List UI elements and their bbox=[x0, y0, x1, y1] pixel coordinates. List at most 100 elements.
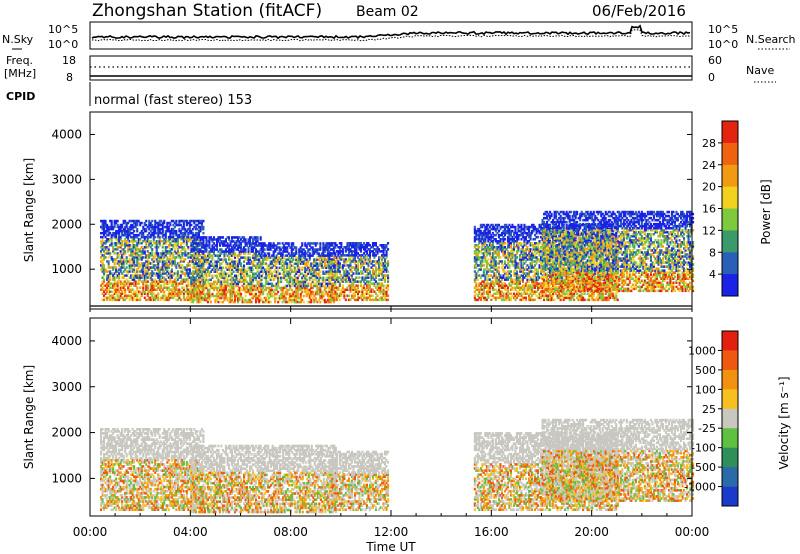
heatmap-cell bbox=[477, 278, 479, 281]
freq-left-tick-bottom: 8 bbox=[66, 71, 73, 84]
cpid-mode-text: normal (fast stereo) 153 bbox=[94, 93, 252, 108]
heatmap-cell bbox=[474, 226, 476, 229]
heatmap-cell bbox=[177, 270, 179, 273]
heatmap-cell bbox=[260, 236, 262, 239]
heatmap-cell bbox=[498, 270, 500, 273]
heatmap-cell bbox=[270, 301, 272, 304]
heatmap-cell bbox=[189, 264, 191, 267]
heatmap-cell bbox=[245, 238, 247, 241]
heatmap-cell bbox=[108, 260, 110, 263]
heatmap-cell bbox=[375, 242, 377, 245]
date-label: 06/Feb/2016 bbox=[592, 2, 686, 20]
heatmap-cell bbox=[372, 295, 374, 298]
heatmap-cell bbox=[245, 248, 247, 251]
heatmap-cell bbox=[243, 265, 245, 268]
heatmap-cell bbox=[285, 297, 287, 300]
heatmap-cell bbox=[487, 258, 489, 261]
heatmap-cell bbox=[498, 266, 500, 269]
heatmap-cell bbox=[245, 295, 247, 298]
heatmap-cell bbox=[154, 236, 156, 239]
heatmap-cell bbox=[387, 299, 389, 302]
heatmap-cell bbox=[292, 242, 294, 245]
heatmap-cell bbox=[210, 301, 212, 304]
heatmap-cell bbox=[511, 278, 513, 281]
heatmap-cell bbox=[294, 267, 296, 270]
heatmap-cell bbox=[322, 277, 324, 280]
freq-label-line1: Freq. bbox=[6, 54, 33, 67]
heatmap-cell bbox=[478, 246, 480, 249]
heatmap-cell bbox=[514, 226, 516, 229]
heatmap-cell bbox=[159, 236, 161, 239]
heatmap-cell bbox=[319, 301, 321, 304]
heatmap-cell bbox=[504, 242, 506, 245]
heatmap-cell bbox=[249, 256, 251, 259]
heatmap-cell bbox=[383, 284, 385, 287]
heatmap-cell bbox=[105, 256, 107, 259]
heatmap-cell bbox=[516, 270, 518, 273]
heatmap-cell bbox=[202, 232, 204, 235]
heatmap-cell bbox=[124, 289, 126, 292]
heatmap-cell bbox=[136, 287, 138, 290]
heatmap-cell bbox=[150, 240, 152, 243]
heatmap-cell bbox=[187, 246, 189, 249]
heatmap-cell bbox=[268, 252, 270, 255]
heatmap-cell bbox=[202, 220, 204, 223]
heatmap-cell bbox=[279, 242, 281, 245]
noise-panel: N.Sky 10^5 10^0 10^5 10^0 N.Search bbox=[2, 22, 796, 51]
noise-left-tick-bottom: 10^0 bbox=[48, 38, 78, 51]
heatmap-cell bbox=[222, 267, 224, 270]
heatmap-cell bbox=[225, 258, 227, 261]
heatmap-cell bbox=[315, 297, 317, 300]
heatmap-cell bbox=[133, 230, 135, 233]
heatmap-cell bbox=[163, 291, 165, 294]
heatmap-cell bbox=[147, 284, 149, 287]
heatmap-cell bbox=[295, 246, 297, 249]
freq-right-tick-bottom: 0 bbox=[708, 71, 715, 84]
heatmap-cell bbox=[319, 242, 321, 245]
heatmap-cell bbox=[339, 262, 341, 265]
heatmap-cell bbox=[286, 262, 288, 265]
heatmap-cell bbox=[264, 248, 266, 251]
heatmap-cell bbox=[228, 236, 230, 239]
heatmap-cell bbox=[277, 291, 279, 294]
heatmap-cell bbox=[151, 220, 153, 223]
heatmap-cell bbox=[345, 299, 347, 302]
heatmap-cell bbox=[508, 264, 510, 267]
heatmap-cell bbox=[504, 260, 506, 263]
heatmap-cell bbox=[516, 256, 518, 259]
heatmap-cell bbox=[189, 268, 191, 271]
heatmap-cell bbox=[490, 299, 492, 302]
heatmap-cell bbox=[319, 271, 321, 274]
heatmap-cell bbox=[240, 262, 242, 265]
heatmap-cell bbox=[319, 275, 321, 278]
heatmap-cell bbox=[217, 301, 219, 304]
heatmap-cell bbox=[175, 230, 177, 233]
heatmap-cell bbox=[199, 301, 201, 304]
noise-right-tick-bottom: 10^0 bbox=[708, 38, 738, 51]
heatmap-cell bbox=[196, 236, 198, 239]
heatmap-cell bbox=[279, 273, 281, 276]
heatmap-cell bbox=[342, 284, 344, 287]
heatmap-cell bbox=[124, 250, 126, 253]
heatmap-cell bbox=[145, 220, 147, 223]
heatmap-cell bbox=[151, 248, 153, 251]
heatmap-cell bbox=[147, 280, 149, 283]
cpid-label: CPID bbox=[6, 90, 35, 103]
heatmap-cell bbox=[510, 270, 512, 273]
heatmap-cell bbox=[222, 236, 224, 239]
heatmap-cell bbox=[339, 299, 341, 302]
heatmap-cell bbox=[117, 220, 119, 223]
heatmap-cell bbox=[111, 291, 113, 294]
heatmap-cell bbox=[211, 275, 213, 278]
heatmap-cell bbox=[387, 242, 389, 245]
heatmap-cell bbox=[387, 295, 389, 298]
heatmap-cell bbox=[252, 269, 254, 272]
heatmap-cell bbox=[306, 279, 308, 282]
heatmap-cell bbox=[387, 260, 389, 263]
heatmap-cell bbox=[312, 291, 314, 294]
heatmap-cell bbox=[233, 271, 235, 274]
heatmap-cell bbox=[510, 274, 512, 277]
nave-label: Nave bbox=[746, 64, 774, 77]
heatmap-cell bbox=[126, 266, 128, 269]
